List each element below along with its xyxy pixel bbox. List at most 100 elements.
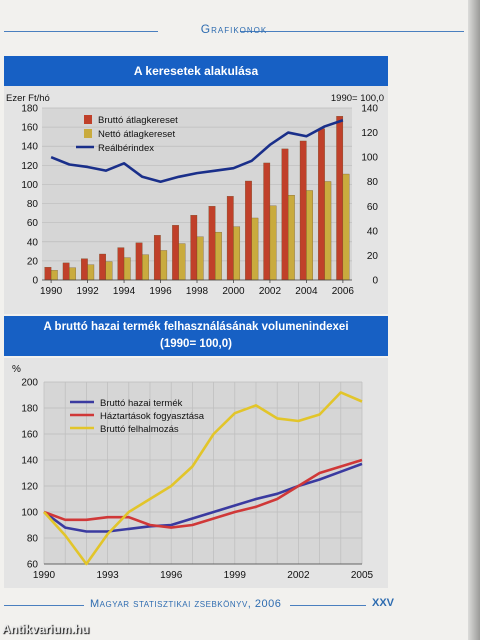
page-footer: Magyar statisztikai zsebkönyv, 2006 XXV <box>0 596 468 616</box>
chart1-bar <box>336 116 344 281</box>
watermark: Antikvarium.hu <box>2 622 90 636</box>
chart1-right-tick-label: 40 <box>367 226 379 237</box>
chart1-bar <box>318 128 325 281</box>
chart1-bar <box>226 196 234 281</box>
chart1-left-tick-label: 100 <box>21 180 38 191</box>
chart2-y-tick-label: 100 <box>21 508 38 519</box>
chart2-y-tick-label: 180 <box>21 404 38 415</box>
chart2-legend-label: Bruttó hazai termék <box>100 398 183 409</box>
chart1-bar <box>299 140 307 281</box>
chart1-x-tick-label: 1994 <box>113 286 136 297</box>
chart1-bar <box>251 217 259 281</box>
page-header: Grafikonok <box>0 22 468 42</box>
chart1-legend-label: Bruttó átlagkereset <box>98 115 178 126</box>
chart1-bar <box>288 194 295 281</box>
chart1-bar <box>87 264 95 281</box>
chart2-y-tick-label: 60 <box>27 560 39 571</box>
chart1-bar <box>269 205 277 281</box>
chart2-y-tick-label: 80 <box>27 534 39 545</box>
chart2-legend-label: Háztartások fogyasztása <box>100 411 205 422</box>
chart1-bar <box>215 231 222 281</box>
chart2-series-line <box>43 458 363 529</box>
chart2-x-tick-label: 1993 <box>96 570 119 581</box>
chart1-bar <box>69 267 76 281</box>
chart2-y-tick-label: 160 <box>21 430 38 441</box>
chart1-x-tick-label: 1990 <box>40 286 63 297</box>
chart2-x-tick-label: 1999 <box>224 570 247 581</box>
header-rule-left <box>4 31 158 32</box>
chart1-bar <box>105 261 113 281</box>
chart1-bar <box>81 258 88 281</box>
chart1-x-tick-label: 2002 <box>259 286 282 297</box>
chart2-title-block: A bruttó hazai termék felhasználásának v… <box>4 316 388 356</box>
chart1-bar <box>342 173 350 281</box>
chart2-x-tick-label: 1990 <box>33 570 56 581</box>
chart1-left-tick-label: 0 <box>32 276 38 287</box>
chart1-bar <box>178 243 186 281</box>
chart1-bar <box>196 236 204 281</box>
chart2-series-line <box>43 391 363 566</box>
chart1-bar <box>160 250 168 281</box>
chart2-x-tick-label: 2005 <box>351 570 374 581</box>
chart2-x-tick-label: 2002 <box>287 570 310 581</box>
chart1-bar <box>208 206 216 281</box>
chart2-legend-label: Bruttó felhalmozás <box>100 424 179 435</box>
footer-rule-left <box>4 605 84 606</box>
chart2-y-tick-label: 120 <box>21 482 38 493</box>
chart1-left-tick-label: 80 <box>27 199 39 210</box>
chart2-x-tick-label: 1996 <box>160 570 183 581</box>
chart1-right-tick-label: 140 <box>361 104 378 115</box>
header-rule-right <box>240 31 464 32</box>
chart1-right-tick-label: 20 <box>367 251 379 262</box>
chart1-left-tick-label: 160 <box>21 123 38 134</box>
chart1-bar <box>142 254 149 281</box>
chart1-bar <box>153 235 161 281</box>
chart1-left-tick-label: 180 <box>21 104 38 115</box>
chart1-left-unit: Ezer Ft/hó <box>6 93 50 104</box>
chart1-x-tick-label: 2006 <box>332 286 355 297</box>
chart2-subtitle: (1990= 100,0) <box>160 338 232 350</box>
page-edge <box>468 0 480 640</box>
chart1-x-tick-label: 1992 <box>76 286 99 297</box>
chart1-legend-label: Nettó átlagkereset <box>98 129 175 140</box>
chart1-left-tick-label: 60 <box>27 218 39 229</box>
chart1-title: A keresetek alakulása <box>4 56 388 86</box>
chart1-legend-swatch <box>84 129 92 138</box>
chart1-bar <box>324 181 332 281</box>
book-page: Grafikonok A keresetek alakulása 0 20 40 60… <box>0 0 468 640</box>
chart1-right-tick-label: 80 <box>367 177 379 188</box>
chart1-bar <box>99 253 106 281</box>
footer-title: Magyar statisztikai zsebkönyv, 2006 <box>90 598 282 610</box>
chart1-bar <box>281 148 289 281</box>
chart1-bar <box>62 262 70 281</box>
page-number: XXV <box>372 597 395 609</box>
header-title: Grafikonok <box>200 22 268 36</box>
chart1-bar <box>190 215 198 281</box>
chart1-left-tick-label: 40 <box>27 237 39 248</box>
chart1-series-line <box>50 119 344 184</box>
chart1-x-tick-label: 2004 <box>295 286 318 297</box>
chart1-left-tick-label: 140 <box>21 142 38 153</box>
chart2-plot-area <box>44 382 362 564</box>
chart1-right-tick-label: 100 <box>361 153 378 164</box>
chart1-x-tick-label: 2000 <box>222 286 245 297</box>
chart1-right-tick-label: 60 <box>367 202 379 213</box>
chart2-series-line <box>43 462 363 533</box>
chart1-bar <box>123 257 131 281</box>
chart2-title: A bruttó hazai termék felhasználásának v… <box>43 321 349 333</box>
chart1-left-tick-label: 20 <box>27 256 39 267</box>
chart1-bar <box>233 226 241 281</box>
chart1-bar <box>44 267 52 281</box>
chart2-y-tick-label: 200 <box>21 378 38 389</box>
chart1-x-tick-label: 1996 <box>149 286 172 297</box>
earnings-chart: 0 20 40 60 80 100 120 140 160 180 0 20 40 60 80 100 120 1… <box>4 86 388 314</box>
chart1-legend-label: Reálbérindex <box>98 143 154 154</box>
footer-rule-right <box>290 605 366 606</box>
chart2-y-label: % <box>12 364 21 375</box>
chart1-right-tick-label: 0 <box>372 276 378 287</box>
chart1-bar <box>263 162 271 281</box>
chart1-legend-swatch <box>84 115 92 124</box>
chart1-right-unit: 1990= 100,0 <box>331 93 384 104</box>
chart1-bar <box>50 270 58 281</box>
chart1-bar <box>306 190 313 281</box>
